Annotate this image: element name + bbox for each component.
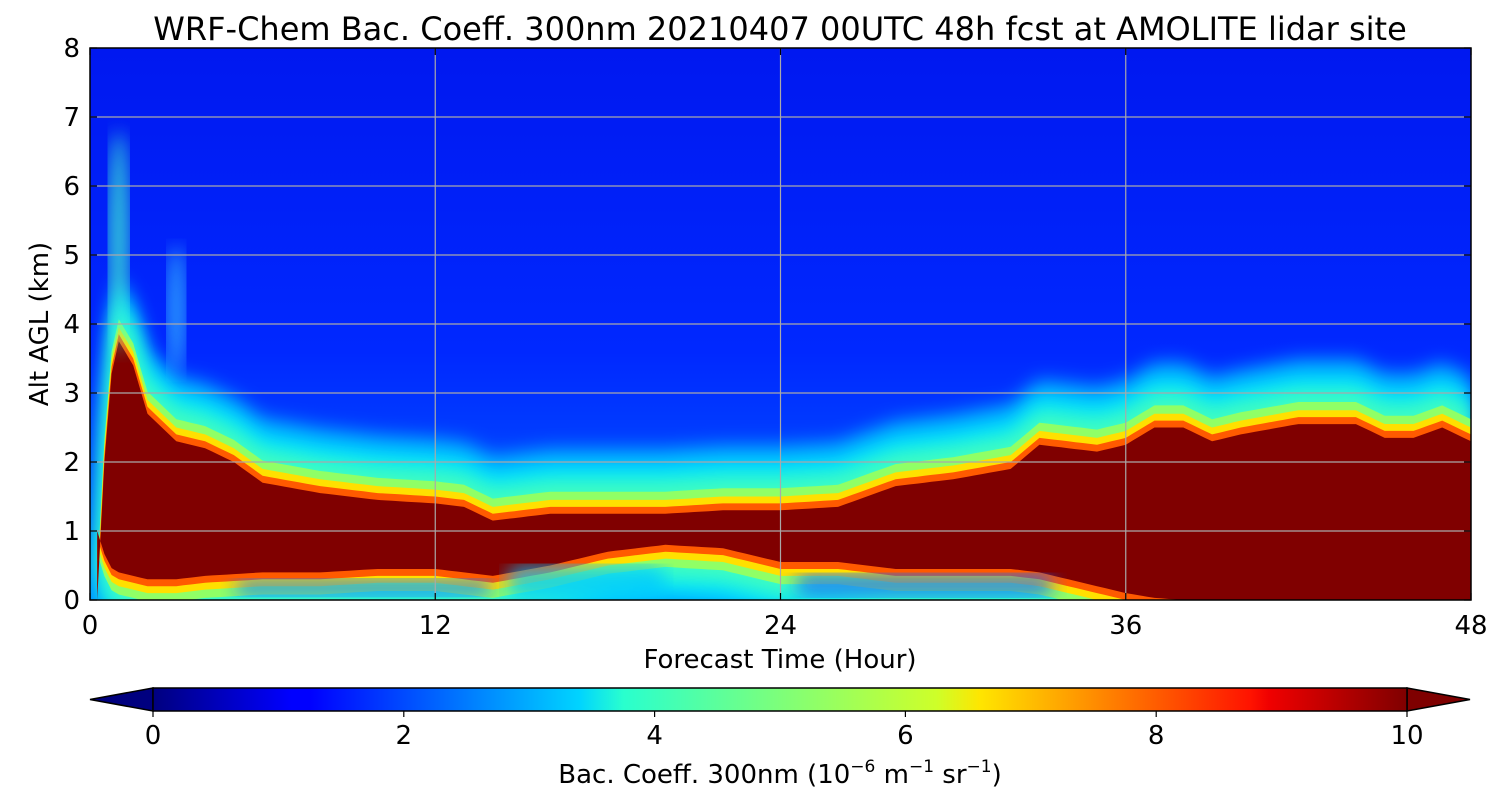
- x-axis-label: Forecast Time (Hour): [643, 645, 916, 675]
- x-axis: 0 12 24 36 48: [82, 48, 1488, 641]
- x-tick-label: 0: [82, 611, 99, 641]
- y-tick-label: 6: [63, 172, 80, 202]
- colorbar-label: Bac. Coeff. 300nm (10−6 m−1 sr−1): [558, 757, 1001, 790]
- y-tick-label: 7: [63, 103, 80, 133]
- field-band-saturated: [97, 341, 1471, 600]
- field-plume-spike: [167, 245, 186, 376]
- colorbar-tick-label: 0: [145, 721, 162, 751]
- colorbar-gradient: [152, 687, 1408, 712]
- field-surface-pocket: [794, 573, 1054, 597]
- y-tick-label: 1: [63, 517, 80, 547]
- y-tick-label: 5: [63, 241, 80, 271]
- x-tick-label: 48: [1454, 611, 1487, 641]
- x-tick-label: 24: [764, 611, 797, 641]
- colorbar-under-arrow: [89, 687, 154, 712]
- x-tick-label: 12: [419, 611, 452, 641]
- y-tick-label: 2: [63, 448, 80, 478]
- field-layers: [97, 131, 1471, 600]
- field-surface-pocket: [507, 565, 666, 600]
- field-plume-spike: [108, 131, 129, 352]
- field-surface-pocket: [233, 579, 493, 597]
- colorbar-tick-label: 2: [396, 721, 413, 751]
- colorbar-tick-label: 10: [1390, 721, 1423, 751]
- colorbar-tick-label: 6: [897, 721, 914, 751]
- y-tick-label: 3: [63, 379, 80, 409]
- y-tick-label: 0: [63, 586, 80, 616]
- y-axis-label: Alt AGL (km): [25, 242, 55, 406]
- colorbar-over-arrow: [1406, 687, 1471, 712]
- chart-title: WRF-Chem Bac. Coeff. 300nm 20210407 00UT…: [153, 10, 1407, 48]
- x-tick-label: 36: [1109, 611, 1142, 641]
- y-tick-label: 8: [63, 34, 80, 64]
- colorbar-ticks: 0 2 4 6 8 10: [145, 711, 1424, 751]
- y-tick-label: 4: [63, 310, 80, 340]
- colorbar-tick-label: 8: [1148, 721, 1165, 751]
- grid-lines: [90, 48, 1471, 600]
- y-axis: 0 1 2 3 4 5 6 7 8: [63, 34, 1471, 616]
- colorbar-tick-label: 4: [646, 721, 663, 751]
- colorbar: 0 2 4 6 8 10 Bac. Coeff. 300nm (10−6 m−1 sr−1…: [89, 687, 1471, 790]
